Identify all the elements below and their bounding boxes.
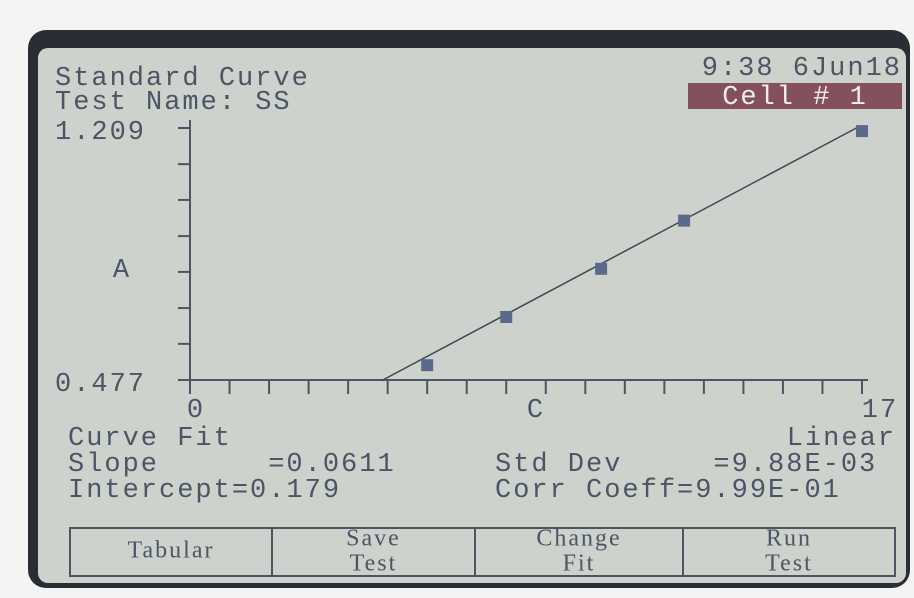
data-point bbox=[856, 125, 868, 138]
button-label: Fit bbox=[563, 551, 596, 577]
button-label: Change bbox=[536, 526, 621, 552]
x-tick-label: 0 bbox=[187, 396, 205, 426]
clock: 9:38 6Jun18 bbox=[702, 54, 902, 84]
button-label: Test bbox=[350, 551, 398, 577]
button[interactable] bbox=[682, 527, 896, 577]
title: Standard Curve bbox=[55, 64, 310, 94]
data-point bbox=[500, 311, 513, 323]
intercept: Intercept=0.179 bbox=[68, 476, 341, 506]
button-label: Run bbox=[766, 526, 812, 552]
fit-name: Linear bbox=[787, 424, 896, 454]
fit-line bbox=[382, 127, 857, 381]
data-point bbox=[678, 214, 691, 227]
cell-bar bbox=[688, 83, 902, 109]
std-dev: Std Dev =9.88E-03 bbox=[495, 450, 877, 480]
cell-label: Cell # 1 bbox=[722, 83, 868, 113]
x-tick-label: 17 bbox=[862, 396, 898, 426]
button-label: Test bbox=[765, 551, 813, 577]
button-label: Tabular bbox=[128, 538, 215, 564]
x-axis-label: C bbox=[527, 396, 545, 426]
y-tick-label: 0.477 bbox=[55, 370, 146, 400]
curve-fit-label: Curve Fit bbox=[68, 424, 232, 454]
button-label: Save bbox=[346, 526, 401, 552]
data-point bbox=[421, 359, 434, 372]
lcd bbox=[38, 48, 906, 583]
plot: 0.477 1.209 0 17 C A bbox=[55, 118, 898, 426]
corr-coeff: Corr Coeff=9.99E-01 bbox=[495, 476, 841, 506]
test-name: Test Name: SS bbox=[55, 88, 292, 118]
y-tick-label: 1.209 bbox=[55, 118, 146, 148]
data-point bbox=[595, 262, 608, 275]
y-axis-label: A bbox=[113, 256, 131, 286]
slope: Slope =0.0611 bbox=[68, 450, 396, 480]
